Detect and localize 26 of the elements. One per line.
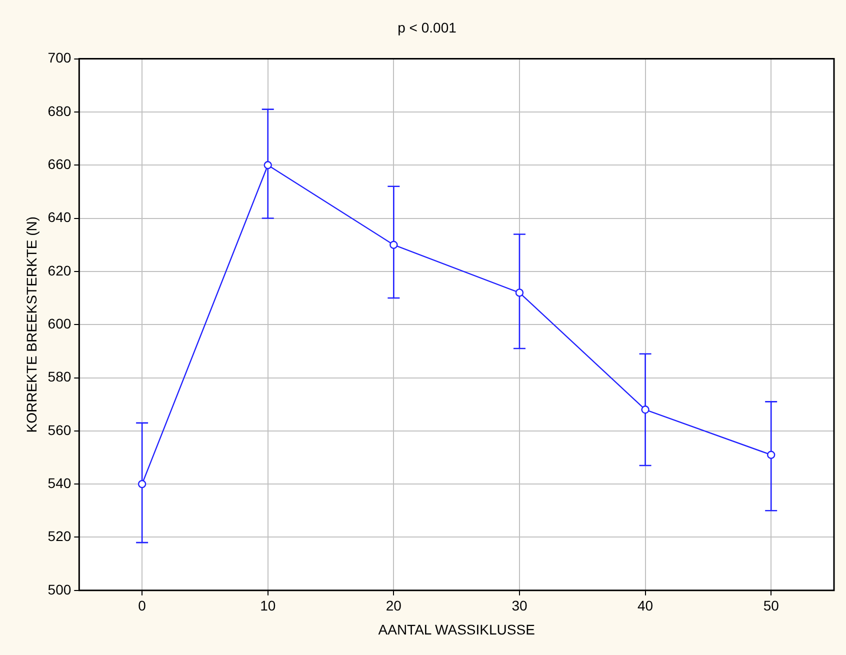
y-tick-label: 660 <box>48 156 72 172</box>
y-tick-label: 580 <box>48 368 72 385</box>
y-tick-label: 700 <box>48 50 72 66</box>
y-axis-title: KORREKTE BREEKSTERKTE (N) <box>23 216 40 433</box>
x-tick-label: 50 <box>763 598 780 614</box>
point <box>641 406 650 414</box>
y-tick-label: 620 <box>48 262 72 278</box>
y-tick-label: 640 <box>48 209 72 226</box>
x-axis-title: AANTAL WASSIKLUSSE <box>378 621 535 638</box>
point <box>766 450 776 459</box>
point <box>264 161 272 170</box>
y-tick-label: 500 <box>48 581 72 598</box>
y-tick-label: 540 <box>48 474 72 491</box>
x-tick-label: 10 <box>260 598 276 614</box>
y-tick-label: 600 <box>48 315 72 332</box>
x-tick-label: 0 <box>138 598 146 614</box>
chart-title: p < 0.001 <box>398 19 457 36</box>
point <box>390 240 398 249</box>
x-tick-label: 30 <box>512 598 528 614</box>
point <box>138 480 146 488</box>
x-tick-label: 20 <box>386 598 402 614</box>
y-tick-label: 560 <box>48 422 72 438</box>
y-tick-label: 520 <box>48 528 72 544</box>
x-tick-label: 40 <box>638 598 654 614</box>
y-tick-label: 680 <box>48 102 72 119</box>
point <box>515 288 524 297</box>
